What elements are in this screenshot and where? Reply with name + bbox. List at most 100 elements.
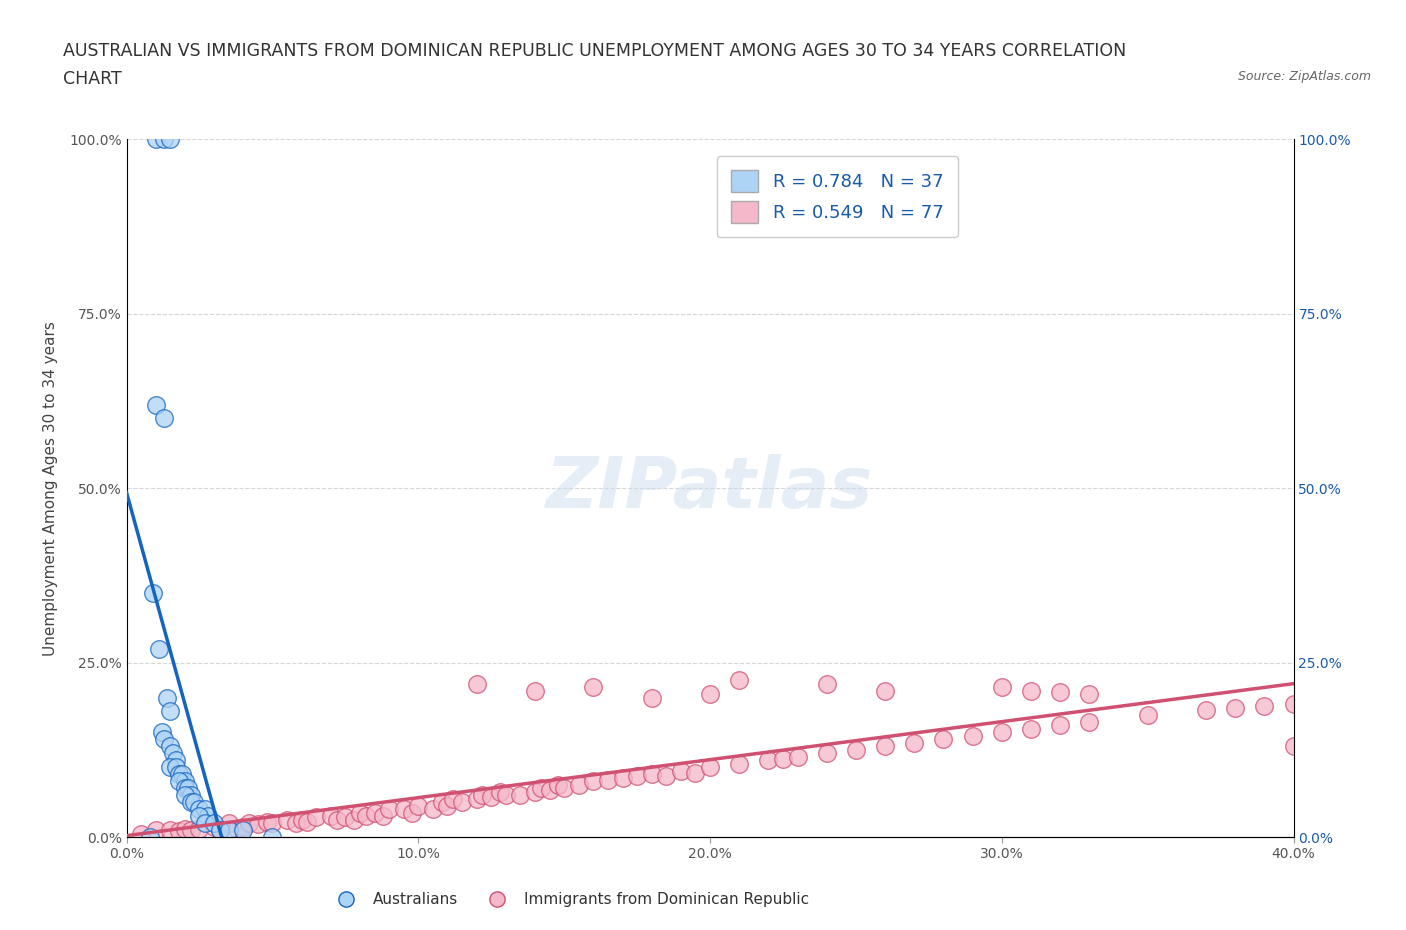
Point <box>465 791 488 806</box>
Point <box>188 802 211 817</box>
Point <box>150 725 173 740</box>
Text: AUSTRALIAN VS IMMIGRANTS FROM DOMINICAN REPUBLIC UNEMPLOYMENT AMONG AGES 30 TO 3: AUSTRALIAN VS IMMIGRANTS FROM DOMINICAN … <box>63 42 1126 60</box>
Point <box>153 732 176 747</box>
Point <box>167 824 190 839</box>
Point <box>232 823 254 838</box>
Point <box>202 819 225 834</box>
Point <box>568 777 591 792</box>
Point <box>145 132 167 147</box>
Point <box>145 823 167 838</box>
Point <box>284 816 307 830</box>
Point <box>553 781 575 796</box>
Point <box>685 765 707 780</box>
Point <box>139 830 162 844</box>
Point <box>226 821 249 836</box>
Point <box>815 746 838 761</box>
Point <box>756 753 779 768</box>
Point <box>509 788 531 803</box>
Legend: Australians, Immigrants from Dominican Republic: Australians, Immigrants from Dominican R… <box>325 886 815 913</box>
Point <box>903 736 925 751</box>
Point <box>845 742 868 757</box>
Point <box>349 805 371 820</box>
Point <box>1078 686 1101 701</box>
Point <box>208 823 231 838</box>
Point <box>159 704 181 719</box>
Point <box>471 788 494 803</box>
Point <box>165 753 187 768</box>
Point <box>174 774 197 789</box>
Point <box>180 823 202 838</box>
Text: Source: ZipAtlas.com: Source: ZipAtlas.com <box>1237 70 1371 83</box>
Point <box>669 764 692 778</box>
Point <box>1253 698 1275 713</box>
Point <box>218 823 240 838</box>
Point <box>194 802 217 817</box>
Point <box>156 690 179 705</box>
Point <box>378 802 401 817</box>
Point <box>177 781 200 796</box>
Point <box>159 738 181 753</box>
Point <box>148 642 170 657</box>
Point <box>524 784 547 799</box>
Point <box>188 809 211 824</box>
Point <box>363 805 385 820</box>
Point <box>208 823 231 838</box>
Point <box>262 816 284 830</box>
Point <box>1019 683 1042 698</box>
Point <box>582 774 605 789</box>
Point <box>153 411 176 426</box>
Point <box>1282 698 1305 712</box>
Point <box>1049 718 1071 733</box>
Point <box>167 774 190 789</box>
Point <box>319 809 342 824</box>
Point <box>1049 684 1071 699</box>
Point <box>159 132 181 147</box>
Point <box>129 826 152 841</box>
Point <box>159 823 181 838</box>
Point <box>875 738 897 753</box>
Point <box>276 812 298 827</box>
Point <box>728 672 751 687</box>
Point <box>495 788 517 803</box>
Point <box>815 676 838 691</box>
Point <box>962 728 984 743</box>
Point <box>232 819 254 834</box>
Point <box>547 777 569 792</box>
Point <box>197 809 219 824</box>
Point <box>297 815 319 830</box>
Point <box>202 816 225 830</box>
Point <box>392 802 415 817</box>
Point <box>430 794 453 809</box>
Point <box>489 784 512 799</box>
Point <box>335 810 357 825</box>
Point <box>990 680 1012 695</box>
Point <box>612 770 634 785</box>
Point <box>524 683 547 698</box>
Point <box>655 768 678 783</box>
Point <box>538 782 561 797</box>
Point <box>596 772 619 787</box>
Point <box>1195 703 1218 718</box>
Point <box>194 816 217 830</box>
Point <box>530 781 553 796</box>
Point <box>159 760 181 775</box>
Point <box>1282 738 1305 753</box>
Point <box>465 676 488 691</box>
Point <box>183 794 205 809</box>
Point <box>305 810 328 825</box>
Point <box>626 768 648 783</box>
Point <box>772 751 794 766</box>
Point <box>188 821 211 836</box>
Point <box>162 746 184 761</box>
Point <box>246 817 269 832</box>
Point <box>441 791 464 806</box>
Point <box>932 732 955 747</box>
Point <box>990 725 1012 740</box>
Point <box>256 815 278 830</box>
Point <box>343 812 366 827</box>
Point <box>373 809 395 824</box>
Point <box>174 788 197 803</box>
Point <box>145 397 167 412</box>
Point <box>142 586 165 601</box>
Point <box>180 794 202 809</box>
